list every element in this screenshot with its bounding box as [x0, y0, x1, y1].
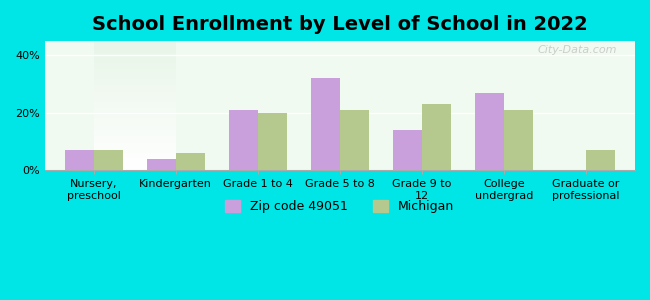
Bar: [311, 78, 340, 170]
Text: City-Data.com: City-Data.com: [538, 45, 618, 55]
Legend: Zip code 49051, Michigan: Zip code 49051, Michigan: [220, 195, 460, 218]
Bar: [176, 153, 205, 170]
Bar: [258, 113, 287, 170]
Bar: [475, 93, 504, 170]
Bar: [65, 150, 94, 170]
Bar: [393, 130, 422, 170]
Bar: [340, 110, 369, 170]
Bar: [586, 150, 614, 170]
Bar: [147, 159, 176, 170]
Title: School Enrollment by Level of School in 2022: School Enrollment by Level of School in …: [92, 15, 588, 34]
Bar: [94, 150, 122, 170]
Bar: [504, 110, 532, 170]
Bar: [229, 110, 258, 170]
Bar: [422, 104, 450, 170]
